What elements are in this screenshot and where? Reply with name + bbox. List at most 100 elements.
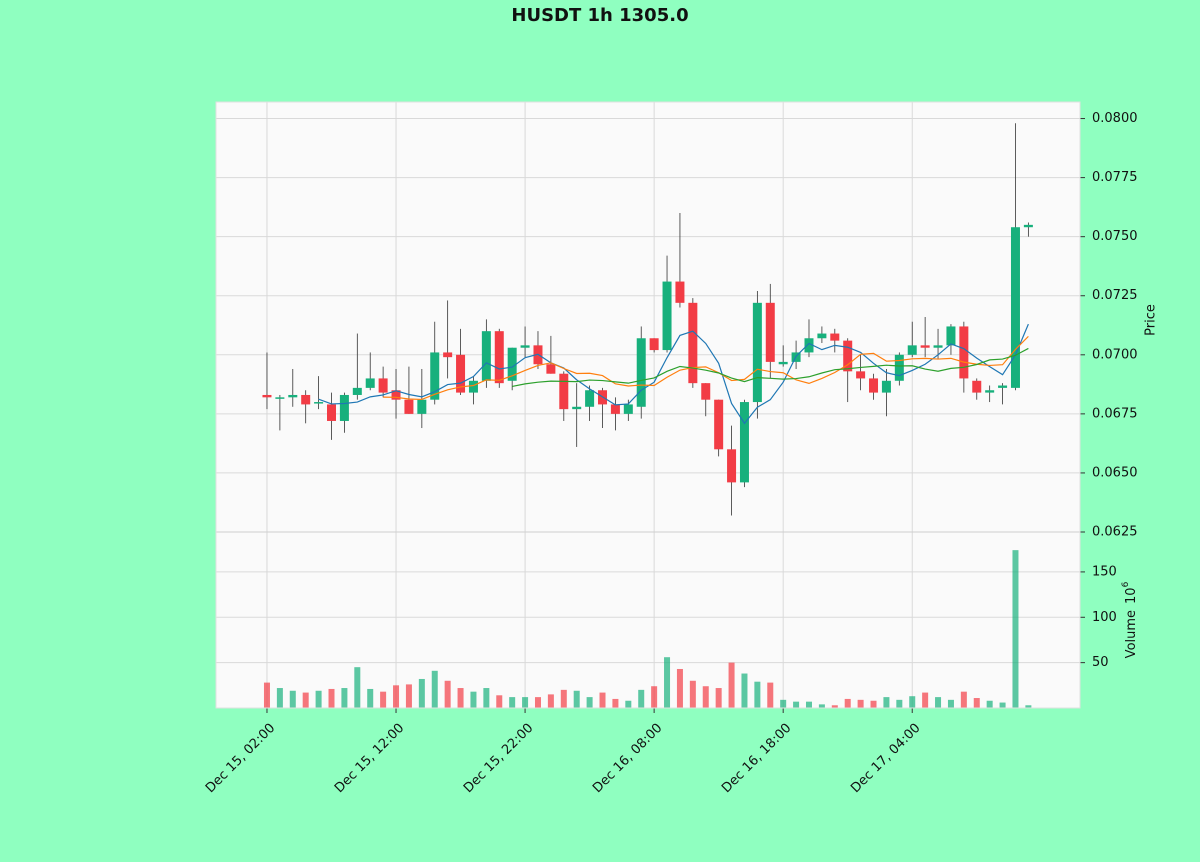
candle-body <box>494 331 504 384</box>
y-tick-label: 50 <box>1092 655 1109 670</box>
moving-average-line <box>318 323 1029 425</box>
candle-body <box>920 345 930 348</box>
volume-bar <box>844 698 851 708</box>
volume-bar <box>1025 705 1032 708</box>
volume-bar <box>457 688 464 708</box>
volume-bar <box>960 691 967 708</box>
candle-body <box>481 331 491 381</box>
volume-bar <box>702 686 709 708</box>
volume-bar <box>922 692 929 708</box>
candle-body <box>404 399 414 414</box>
volume-bar <box>418 678 425 708</box>
candle-body <box>856 371 866 379</box>
volume-bar <box>289 690 296 708</box>
volume-bar <box>599 692 606 708</box>
x-tick-label: Dec 15, 22:00 <box>461 721 536 796</box>
candle-body <box>765 302 775 362</box>
volume-bar <box>780 699 787 708</box>
candle-body <box>378 378 388 393</box>
candle-body <box>933 345 943 348</box>
volume-bar <box>754 681 761 708</box>
volume-bar <box>263 682 270 708</box>
volume-bar <box>509 697 516 708</box>
candle-body <box>443 352 453 358</box>
candle-body <box>262 394 272 398</box>
volume-bar <box>276 688 283 708</box>
candle-body <box>727 449 737 483</box>
candle-body <box>610 404 620 414</box>
volume-bar <box>676 668 683 708</box>
volume-bar <box>1012 550 1019 708</box>
volume-bar <box>896 699 903 708</box>
candle-body <box>843 340 853 372</box>
candle-body <box>946 326 956 346</box>
candle-body <box>391 390 401 400</box>
candle-body <box>985 390 995 393</box>
candle-body <box>649 338 659 351</box>
x-tick-label: Dec 15, 02:00 <box>203 721 278 796</box>
candle-body <box>1023 224 1033 228</box>
candle-body <box>907 345 917 355</box>
candle-body <box>817 333 827 339</box>
candle-body <box>288 394 298 398</box>
volume-bar <box>431 670 438 708</box>
candle-body <box>714 399 724 450</box>
volume-bar <box>805 701 812 708</box>
volume-bar <box>380 691 387 708</box>
candle-body <box>327 404 337 421</box>
volume-exponent-base: 10 <box>1124 587 1139 604</box>
volume-bar <box>444 680 451 708</box>
volume-bar <box>483 688 490 708</box>
volume-bar <box>689 680 696 708</box>
candle-body <box>662 281 672 351</box>
volume-bar <box>625 700 632 708</box>
volume-bar <box>547 694 554 708</box>
volume-bar <box>302 692 309 708</box>
candle-body <box>572 406 582 410</box>
candle-body <box>688 302 698 384</box>
y-tick-label: 0.0675 <box>1092 406 1138 421</box>
volume-bar <box>831 705 838 708</box>
volume-bar <box>909 696 916 708</box>
candle-body <box>623 404 633 414</box>
volume-bar <box>870 700 877 708</box>
candle-body <box>998 385 1008 388</box>
volume-bar <box>522 697 529 708</box>
volume-bar <box>638 689 645 708</box>
x-tick-label: Dec 15, 12:00 <box>332 721 407 796</box>
volume-bar <box>534 697 541 708</box>
volume-bar <box>354 667 361 708</box>
volume-bar <box>470 691 477 708</box>
candle-body <box>352 387 362 395</box>
volume-bar <box>651 686 658 708</box>
x-tick-label: Dec 16, 08:00 <box>590 721 665 796</box>
volume-bar <box>793 701 800 708</box>
candle-body <box>894 354 904 381</box>
volume-bar <box>328 688 335 708</box>
candle-body <box>559 373 569 410</box>
y-tick-label: 0.0800 <box>1092 111 1138 126</box>
volume-bar <box>367 688 374 708</box>
volume-bar <box>999 702 1006 708</box>
volume-bar <box>341 688 348 708</box>
candle-body <box>456 354 466 393</box>
volume-bar <box>405 684 412 708</box>
candle-body <box>417 399 427 414</box>
candle-body <box>520 345 530 348</box>
y-tick-label: 0.0625 <box>1092 525 1138 540</box>
volume-axis-label: Volume 106 <box>1121 581 1139 658</box>
volume-bar <box>767 682 774 708</box>
candle-body <box>339 394 349 421</box>
volume-label: Volume <box>1124 610 1139 658</box>
candle-body <box>301 394 311 405</box>
candle-body <box>830 333 840 341</box>
candle-body <box>778 361 788 365</box>
candle-body <box>365 378 375 388</box>
candle-body <box>1010 227 1020 388</box>
volume-bar <box>496 695 503 708</box>
volume-bar <box>664 657 671 708</box>
y-tick-label: 0.0750 <box>1092 229 1138 244</box>
volume-bar <box>560 689 567 708</box>
volume-bar <box>857 699 864 708</box>
